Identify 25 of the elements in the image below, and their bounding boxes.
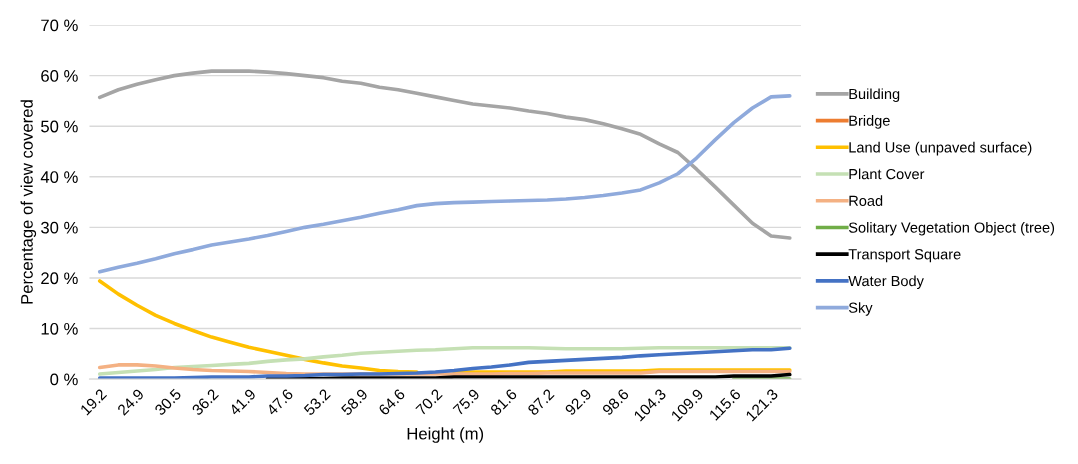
legend-label: Building [849,88,900,102]
legend-label: Road [849,195,883,206]
legend-label: Transport Square [848,249,961,263]
x-tick-label: 47.6 [265,388,294,417]
legend-label: Solitary Vegetation Object (tree) [848,221,1055,236]
y-tick-label: 0 % [50,373,78,386]
x-axis-title: Height (m) [407,427,484,443]
y-tick-label: 10 % [41,322,78,335]
y-tick-label: 40 % [40,171,78,183]
line-series [97,69,792,240]
x-tick-label: 75.9 [452,388,481,416]
legend-label: Land Use (unpaved surface) [849,141,1032,156]
y-tick-label: 70 % [41,19,78,32]
x-tick-label: 41.9 [228,388,257,417]
legend-label: Bridge [849,115,890,129]
legend-label: Plant Cover [849,168,925,180]
y-tick-label: 30 % [41,221,78,234]
y-tick-label: 60 % [41,70,78,82]
line-series [97,94,792,274]
y-tick-label: 50 % [41,120,78,133]
legend-label: Sky [848,302,873,316]
y-tick-label: 20 % [41,272,78,285]
legend-label: Water Body [848,275,924,290]
x-tick-label: 70.2 [415,388,443,416]
y-axis-title: Percentage of view covered [20,100,37,304]
